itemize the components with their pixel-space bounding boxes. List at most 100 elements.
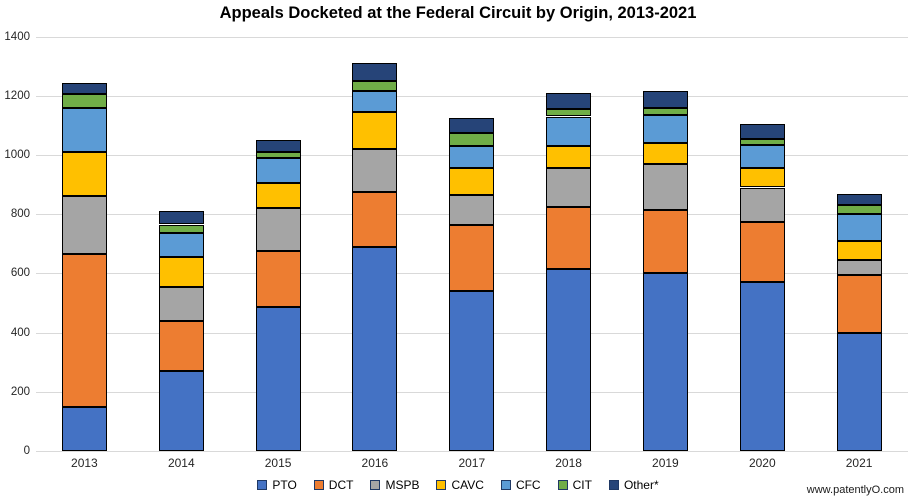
legend-label: PTO — [272, 478, 297, 492]
legend: PTO DCT MSPB CAVC CFC CIT Other* — [0, 477, 916, 493]
legend-swatch-icon — [608, 480, 619, 490]
bar-segment-2014-CIT — [158, 224, 204, 234]
legend-swatch-icon — [500, 480, 511, 490]
bar-segment-2015-DCT — [255, 251, 301, 308]
bar-segment-2018-Other — [546, 92, 592, 110]
legend-label: CIT — [572, 478, 592, 492]
bar-segment-2016-MSPB — [352, 149, 398, 192]
legend-label: CFC — [515, 478, 541, 492]
bar-segment-2016-PTO — [352, 246, 398, 451]
bar-segment-2015-CAVC — [255, 183, 301, 209]
bar-segment-2019-MSPB — [642, 163, 688, 210]
bar-segment-2021-CFC — [836, 214, 882, 241]
legend-item-CFC: CFC — [500, 478, 541, 492]
legend-swatch-icon — [436, 480, 447, 490]
bar-segment-2021-PTO — [836, 332, 882, 451]
bar-segment-2018-MSPB — [546, 168, 592, 207]
legend-swatch-icon — [370, 480, 381, 490]
bar-segment-2021-CIT — [836, 205, 882, 215]
bar-segment-2020-Other — [739, 123, 785, 139]
y-axis-tick-label: 200 — [10, 385, 30, 398]
bar-segment-2017-Other — [449, 118, 495, 133]
gridline-y1200 — [36, 95, 908, 97]
y-axis-tick-label: 1000 — [4, 149, 30, 161]
bar-segment-2013-CAVC — [61, 152, 107, 197]
bar-segment-2019-CIT — [642, 107, 688, 115]
bar-segment-2014-Other — [158, 211, 204, 225]
bar-segment-2015-Other — [255, 140, 301, 152]
bar-segment-2017-CFC — [449, 146, 495, 169]
x-axis-label-2013: 2013 — [71, 456, 98, 470]
watermark: www.patentlyO.com — [806, 484, 904, 496]
bar-segment-2020-CAVC — [739, 168, 785, 188]
y-axis-tick-label: 400 — [10, 326, 30, 339]
y-axis-tick-label: 600 — [10, 267, 30, 280]
gridline-y1400 — [36, 36, 908, 38]
gridline-y0 — [36, 451, 908, 452]
bar-segment-2020-CIT — [739, 138, 785, 145]
bar-segment-2019-DCT — [642, 209, 688, 274]
x-axis-label-2015: 2015 — [264, 456, 292, 470]
bar-segment-2018-DCT — [546, 206, 592, 269]
legend-item-MSPB: MSPB — [370, 478, 419, 492]
bar-segment-2020-MSPB — [739, 187, 785, 222]
bar-segment-2017-DCT — [449, 224, 495, 292]
bar-segment-2019-Other — [642, 91, 688, 108]
bar-segment-2014-DCT — [158, 320, 204, 372]
legend-label: CAVC — [451, 478, 484, 492]
bar-segment-2015-CFC — [255, 158, 301, 184]
bar-segment-2016-Other — [352, 63, 398, 81]
legend-item-CAVC: CAVC — [436, 478, 484, 492]
bar-segment-2021-MSPB — [836, 260, 882, 275]
bar-segment-2020-PTO — [739, 282, 785, 451]
bar-segment-2017-CIT — [449, 132, 495, 147]
bar-segment-2016-CFC — [352, 91, 398, 113]
bar-segment-2015-CIT — [255, 152, 301, 158]
x-axis-label-2014: 2014 — [167, 456, 195, 470]
bar-segment-2013-DCT — [61, 254, 107, 407]
legend-item-DCT: DCT — [313, 478, 354, 492]
bar-segment-2013-CIT — [61, 94, 107, 108]
bar-segment-2017-CAVC — [449, 168, 495, 195]
legend-label: DCT — [328, 478, 354, 492]
y-axis-tick-label: 1400 — [4, 30, 30, 43]
bar-segment-2021-DCT — [836, 274, 882, 333]
legend-item-CIT: CIT — [557, 478, 592, 492]
bar-segment-2013-Other — [61, 82, 107, 95]
chart-title: Appeals Docketed at the Federal Circuit … — [219, 4, 697, 22]
y-axis-tick-label: 0 — [23, 445, 30, 457]
bar-segment-2015-PTO — [255, 307, 301, 451]
bar-segment-2013-CFC — [61, 107, 107, 152]
bar-segment-2015-MSPB — [255, 208, 301, 252]
x-axis-label-2018: 2018 — [555, 456, 582, 470]
y-axis-tick-label: 800 — [10, 208, 30, 221]
legend-item-Other: Other* — [608, 478, 659, 492]
legend-swatch-icon — [557, 480, 568, 490]
bar-segment-2020-DCT — [739, 221, 785, 283]
x-axis-label-2020: 2020 — [748, 456, 776, 470]
bar-segment-2018-CFC — [546, 116, 592, 147]
legend-swatch-icon — [257, 480, 268, 490]
bar-segment-2014-CAVC — [158, 257, 204, 287]
bar-segment-2021-Other — [836, 193, 882, 206]
y-axis-tick-label: 1200 — [4, 89, 30, 102]
bar-segment-2017-PTO — [449, 291, 495, 451]
legend-item-PTO: PTO — [257, 478, 297, 492]
bar-segment-2020-CFC — [739, 144, 785, 169]
x-axis-label-2017: 2017 — [458, 456, 486, 470]
bar-segment-2014-MSPB — [158, 286, 204, 321]
x-axis-label-2021: 2021 — [845, 456, 873, 470]
x-axis-label-2019: 2019 — [652, 456, 679, 470]
bar-segment-2013-MSPB — [61, 196, 107, 255]
bar-segment-2018-PTO — [546, 269, 592, 451]
bar-segment-2021-CAVC — [836, 240, 882, 260]
bar-segment-2013-PTO — [61, 406, 107, 451]
legend-label: Other* — [623, 478, 659, 492]
bar-segment-2016-DCT — [352, 192, 398, 247]
bar-segment-2014-PTO — [158, 371, 204, 451]
legend-label: MSPB — [385, 478, 420, 492]
bar-segment-2019-PTO — [642, 273, 688, 451]
bar-segment-2017-MSPB — [449, 195, 495, 225]
bar-segment-2016-CAVC — [352, 112, 398, 150]
